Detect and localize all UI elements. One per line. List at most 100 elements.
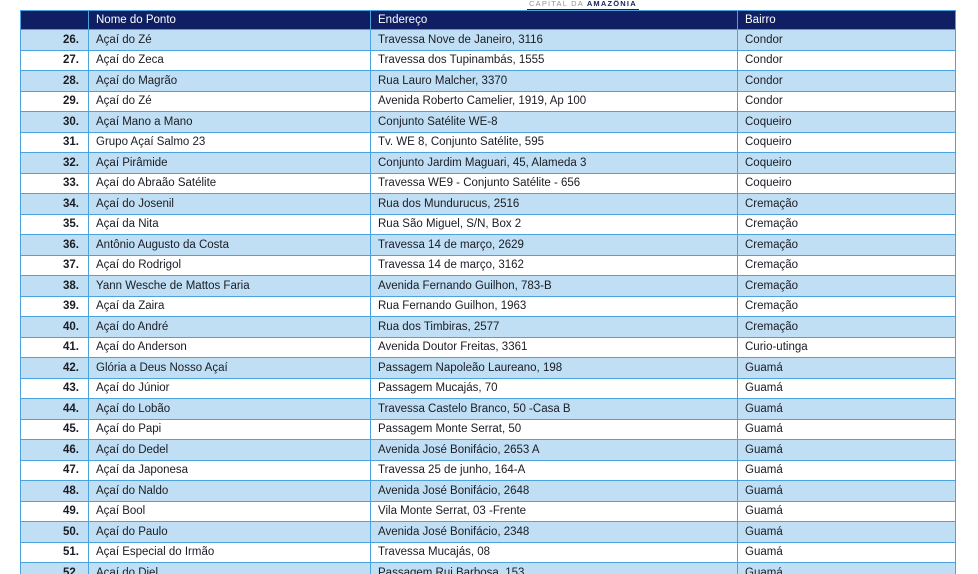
- row-endereco: Travessa Nove de Janeiro, 3116: [370, 29, 738, 51]
- row-number: 45.: [20, 418, 89, 440]
- row-number: 40.: [20, 316, 89, 338]
- logo-prefix-text: CAPITAL DA: [529, 0, 584, 8]
- row-number: 48.: [20, 480, 89, 502]
- row-endereco: Passagem Monte Serrat, 50: [370, 418, 738, 440]
- table-row: 44. Açaí do Lobão Travessa Castelo Branc…: [20, 398, 956, 420]
- row-number: 38.: [20, 275, 89, 297]
- row-number: 41.: [20, 336, 89, 358]
- row-nome-do-ponto: Açaí do Diel: [88, 562, 371, 574]
- row-nome-do-ponto: Açaí do Paulo: [88, 521, 371, 543]
- row-number: 34.: [20, 193, 89, 215]
- row-nome-do-ponto: Glória a Deus Nosso Açaí: [88, 357, 371, 379]
- column-header-empty: [20, 10, 89, 30]
- row-nome-do-ponto: Açaí do Papi: [88, 418, 371, 440]
- table-row: 33. Açaí do Abraão Satélite Travessa WE9…: [20, 172, 956, 194]
- table-row: 30. Açaí Mano a Mano Conjunto Satélite W…: [20, 111, 956, 133]
- row-number: 42.: [20, 357, 89, 379]
- row-endereco: Passagem Mucajás, 70: [370, 377, 738, 399]
- row-bairro: Curio-utinga: [737, 336, 956, 358]
- table-header-row: Nome do Ponto Endereço Bairro: [20, 10, 956, 30]
- table-row: 51. Açaí Especial do Irmão Travessa Muca…: [20, 541, 956, 563]
- row-bairro: Guamá: [737, 459, 956, 481]
- row-endereco: Avenida Doutor Freitas, 3361: [370, 336, 738, 358]
- column-header-endereco: Endereço: [370, 10, 738, 30]
- row-bairro: Coqueiro: [737, 131, 956, 153]
- row-number: 30.: [20, 111, 89, 133]
- row-bairro: Cremação: [737, 234, 956, 256]
- table-row: 37. Açaí do Rodrigol Travessa 14 de març…: [20, 254, 956, 276]
- row-bairro: Guamá: [737, 480, 956, 502]
- row-number: 33.: [20, 172, 89, 194]
- row-endereco: Rua dos Timbiras, 2577: [370, 316, 738, 338]
- row-bairro: Guamá: [737, 541, 956, 563]
- table-row: 35. Açaí da Nita Rua São Miguel, S/N, Bo…: [20, 213, 956, 235]
- row-number: 26.: [20, 29, 89, 51]
- row-bairro: Cremação: [737, 213, 956, 235]
- table-row: 39. Açaí da Zaira Rua Fernando Guilhon, …: [20, 295, 956, 317]
- table-row: 42. Glória a Deus Nosso Açaí Passagem Na…: [20, 357, 956, 379]
- row-number: 44.: [20, 398, 89, 420]
- row-bairro: Guamá: [737, 398, 956, 420]
- table-row: 43. Açaí do Júnior Passagem Mucajás, 70 …: [20, 377, 956, 399]
- row-endereco: Rua São Miguel, S/N, Box 2: [370, 213, 738, 235]
- row-number: 37.: [20, 254, 89, 276]
- row-nome-do-ponto: Açaí do Josenil: [88, 193, 371, 215]
- row-endereco: Avenida Fernando Guilhon, 783-B: [370, 275, 738, 297]
- table-row: 38. Yann Wesche de Mattos Faria Avenida …: [20, 275, 956, 297]
- table-row: 32. Açaí Pirâmide Conjunto Jardim Maguar…: [20, 152, 956, 174]
- row-number: 35.: [20, 213, 89, 235]
- row-number: 27.: [20, 49, 89, 71]
- row-nome-do-ponto: Açaí do Rodrigol: [88, 254, 371, 276]
- row-nome-do-ponto: Açaí do Abraão Satélite: [88, 172, 371, 194]
- row-nome-do-ponto: Açaí do Júnior: [88, 377, 371, 399]
- row-bairro: Guamá: [737, 377, 956, 399]
- row-bairro: Guamá: [737, 439, 956, 461]
- row-nome-do-ponto: Açaí Pirâmide: [88, 152, 371, 174]
- row-nome-do-ponto: Açaí do Zé: [88, 90, 371, 112]
- table-row: 45. Açaí do Papi Passagem Monte Serrat, …: [20, 418, 956, 440]
- table-row: 31. Grupo Açaí Salmo 23 Tv. WE 8, Conjun…: [20, 131, 956, 153]
- row-number: 52.: [20, 562, 89, 574]
- row-bairro: Cremação: [737, 275, 956, 297]
- row-nome-do-ponto: Grupo Açaí Salmo 23: [88, 131, 371, 153]
- row-nome-do-ponto: Yann Wesche de Mattos Faria: [88, 275, 371, 297]
- table-row: 27. Açaí do Zeca Travessa dos Tupinambás…: [20, 49, 956, 71]
- row-bairro: Coqueiro: [737, 111, 956, 133]
- row-bairro: Cremação: [737, 295, 956, 317]
- row-endereco: Passagem Rui Barbosa, 153: [370, 562, 738, 574]
- row-number: 51.: [20, 541, 89, 563]
- row-endereco: Passagem Napoleão Laureano, 198: [370, 357, 738, 379]
- column-header-nome-do-ponto: Nome do Ponto: [88, 10, 371, 30]
- row-endereco: Travessa 14 de março, 3162: [370, 254, 738, 276]
- row-nome-do-ponto: Açaí do Naldo: [88, 480, 371, 502]
- column-header-bairro: Bairro: [737, 10, 956, 30]
- row-endereco: Vila Monte Serrat, 03 -Frente: [370, 500, 738, 522]
- row-endereco: Rua Lauro Malcher, 3370: [370, 70, 738, 92]
- row-nome-do-ponto: Açaí Especial do Irmão: [88, 541, 371, 563]
- row-number: 47.: [20, 459, 89, 481]
- row-nome-do-ponto: Açaí da Nita: [88, 213, 371, 235]
- row-bairro: Cremação: [737, 193, 956, 215]
- table-row: 26. Açaí do Zé Travessa Nove de Janeiro,…: [20, 29, 956, 51]
- row-number: 32.: [20, 152, 89, 174]
- row-bairro: Guamá: [737, 521, 956, 543]
- row-endereco: Travessa Castelo Branco, 50 -Casa B: [370, 398, 738, 420]
- row-bairro: Condor: [737, 70, 956, 92]
- row-nome-do-ponto: Açaí da Zaira: [88, 295, 371, 317]
- row-endereco: Tv. WE 8, Conjunto Satélite, 595: [370, 131, 738, 153]
- row-nome-do-ponto: Açaí do Zeca: [88, 49, 371, 71]
- row-number: 28.: [20, 70, 89, 92]
- row-bairro: Condor: [737, 90, 956, 112]
- row-endereco: Travessa 14 de março, 2629: [370, 234, 738, 256]
- row-bairro: Coqueiro: [737, 152, 956, 174]
- row-bairro: Condor: [737, 29, 956, 51]
- row-endereco: Rua dos Mundurucus, 2516: [370, 193, 738, 215]
- row-endereco: Avenida José Bonifácio, 2653 A: [370, 439, 738, 461]
- row-endereco: Travessa dos Tupinambás, 1555: [370, 49, 738, 71]
- acai-points-table: Nome do Ponto Endereço Bairro 26. Açaí d…: [20, 10, 956, 574]
- row-number: 50.: [20, 521, 89, 543]
- table-row: 40. Açaí do André Rua dos Timbiras, 2577…: [20, 316, 956, 338]
- row-number: 43.: [20, 377, 89, 399]
- table-row: 50. Açaí do Paulo Avenida José Bonifácio…: [20, 521, 956, 543]
- row-bairro: Cremação: [737, 316, 956, 338]
